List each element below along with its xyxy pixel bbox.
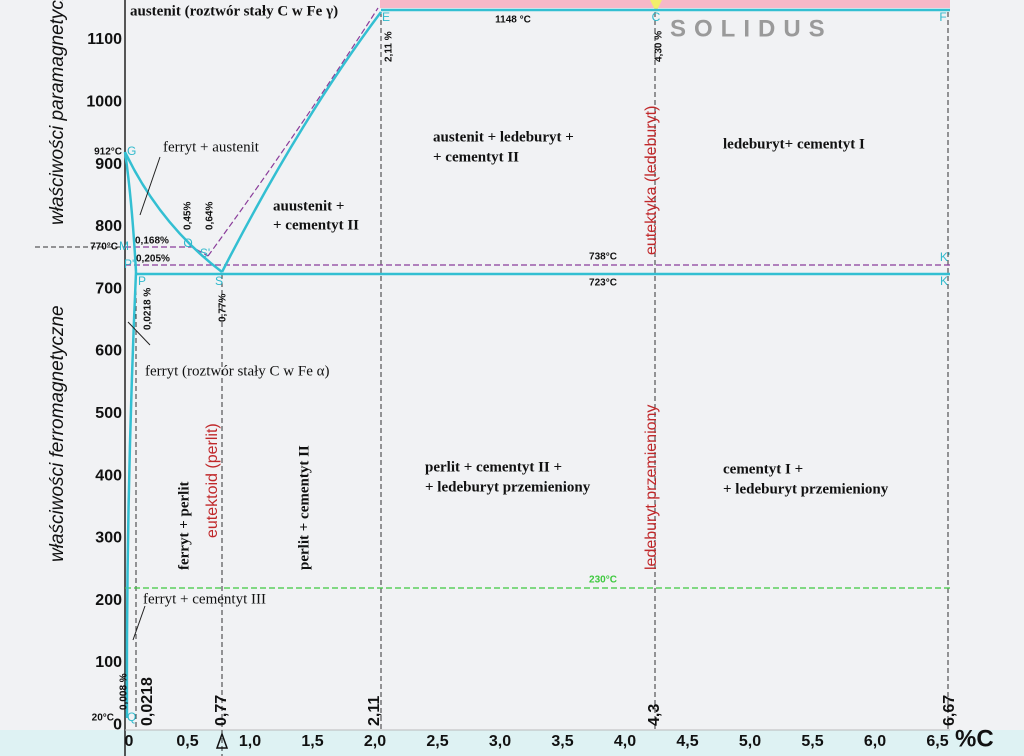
y-tick-label: 900 — [95, 156, 122, 173]
delta-marker — [215, 731, 229, 749]
y-axis-title: właściwości ferromagnetyczne — [47, 305, 68, 562]
line-GP — [123, 151, 138, 273]
x-tick-label: 5,5 — [801, 733, 823, 750]
x-tick-label: 2,5 — [426, 733, 448, 750]
point-label: S — [215, 274, 223, 288]
solidus-label: SOLIDUS — [670, 15, 833, 42]
composition-mark: 0,0218 — [139, 677, 156, 726]
region-label: ferryt + cementyt III — [143, 591, 266, 607]
concentration-label: 0,205% — [136, 254, 170, 265]
concentration-label: 4,30 % — [654, 31, 665, 62]
x-axis-band — [0, 730, 1024, 756]
point-label: K — [940, 274, 948, 288]
y-axis-title: właściwości paramagnetyczne — [47, 0, 68, 225]
point-label: E — [382, 10, 390, 24]
region-label: + ledeburyt przemieniony — [723, 481, 889, 497]
region-label: auustenit + — [273, 198, 344, 214]
temperature-label: 738°C — [589, 252, 617, 263]
x-tick-label: 6,0 — [864, 733, 886, 750]
composition-mark: 0,77 — [213, 695, 230, 726]
x-tick-label: 6,5 — [926, 733, 948, 750]
x-unit: %C — [955, 725, 994, 752]
region-label: ferryt + austenit — [163, 139, 260, 155]
region-label: + cementyt II — [273, 217, 359, 233]
x-tick-label: 0 — [125, 733, 134, 750]
temperature-label: 230°C — [589, 575, 617, 586]
temperature-label: 20°C — [92, 713, 114, 724]
region-label: perlit + cementyt II — [296, 445, 312, 570]
temperature-label: 912°C — [94, 147, 122, 158]
eutectic-marker — [650, 0, 662, 12]
concentration-label: 0,77% — [218, 294, 229, 322]
region-label: ferryt + perlit — [176, 481, 192, 570]
y-tick-label: 600 — [95, 343, 122, 360]
point-label: Q — [127, 710, 136, 724]
y-tick-label: 500 — [95, 405, 122, 422]
y-tick-label: 200 — [95, 592, 122, 609]
composition-mark: 6,67 — [941, 695, 958, 726]
region-label: austenit (roztwór stały C w Fe γ) — [130, 3, 338, 19]
x-tick-label: 1,0 — [239, 733, 261, 750]
temperature-label: 1148 °C — [495, 15, 531, 26]
concentration-label: 0,168% — [135, 236, 169, 247]
x-tick-label: 1,5 — [301, 733, 323, 750]
line-GS — [123, 151, 223, 273]
point-label: S' — [200, 246, 210, 260]
y-tick-label: 100 — [95, 654, 122, 671]
region-label: austenit + ledeburyt + — [433, 129, 574, 145]
y-tick-label: 800 — [95, 218, 122, 235]
region-label: + ledeburyt przemieniony — [425, 479, 591, 495]
region-label: + cementyt II — [433, 149, 519, 165]
point-label: F — [939, 10, 946, 24]
region-label: eutektoid (perlit) — [204, 423, 221, 538]
liquid-band — [380, 0, 950, 8]
concentration-label: 0,008 % — [119, 673, 130, 710]
temperature-label: 770°C — [90, 242, 118, 253]
point-label: K' — [940, 250, 950, 264]
point-label: P' — [124, 257, 134, 271]
line-PQ — [125, 271, 138, 719]
region-label: ferryt (roztwór stały C w Fe α) — [145, 363, 329, 379]
x-tick-label: 0,5 — [176, 733, 198, 750]
y-tick-label: 1100 — [87, 31, 122, 48]
y-tick-label: 0 — [113, 717, 122, 734]
leader-lines — [127, 156, 161, 641]
concentration-label: 0,64% — [205, 202, 216, 230]
point-label: P — [138, 274, 146, 288]
y-tick-label: 300 — [95, 530, 122, 547]
x-tick-label: 3,0 — [489, 733, 511, 750]
region-label: ledeburyt+ cementyt I — [723, 136, 865, 152]
line-SE — [220, 11, 383, 273]
point-label: M — [119, 239, 129, 253]
x-tick-label: 2,0 — [364, 733, 386, 750]
concentration-label: 2,11 % — [384, 31, 395, 62]
y-tick-label: 1000 — [86, 94, 122, 111]
composition-mark: 4,3 — [646, 704, 663, 726]
region-label: perlit + cementyt II + — [425, 459, 562, 475]
point-label: C — [652, 10, 661, 24]
point-label: G — [127, 144, 136, 158]
y-tick-label: 400 — [95, 467, 122, 484]
x-tick-label: 5,0 — [739, 733, 761, 750]
x-tick-label: 4,0 — [614, 733, 636, 750]
concentration-label: 0,45% — [183, 202, 194, 230]
region-label: eutektyka (ledeburyt) — [643, 106, 660, 255]
region-label: cementyt I + — [723, 461, 803, 477]
concentration-label: 0,0218 % — [143, 288, 154, 330]
x-tick-label: 3,5 — [551, 733, 573, 750]
region-label: ledeburyt przemieniony — [643, 405, 660, 570]
x-tick-label: 4,5 — [676, 733, 698, 750]
composition-mark: 2,11 — [366, 696, 383, 726]
point-label: O — [183, 236, 192, 250]
dashed-guides — [35, 12, 949, 756]
y-tick-label: 700 — [95, 280, 122, 297]
temperature-label: 723°C — [589, 278, 617, 289]
